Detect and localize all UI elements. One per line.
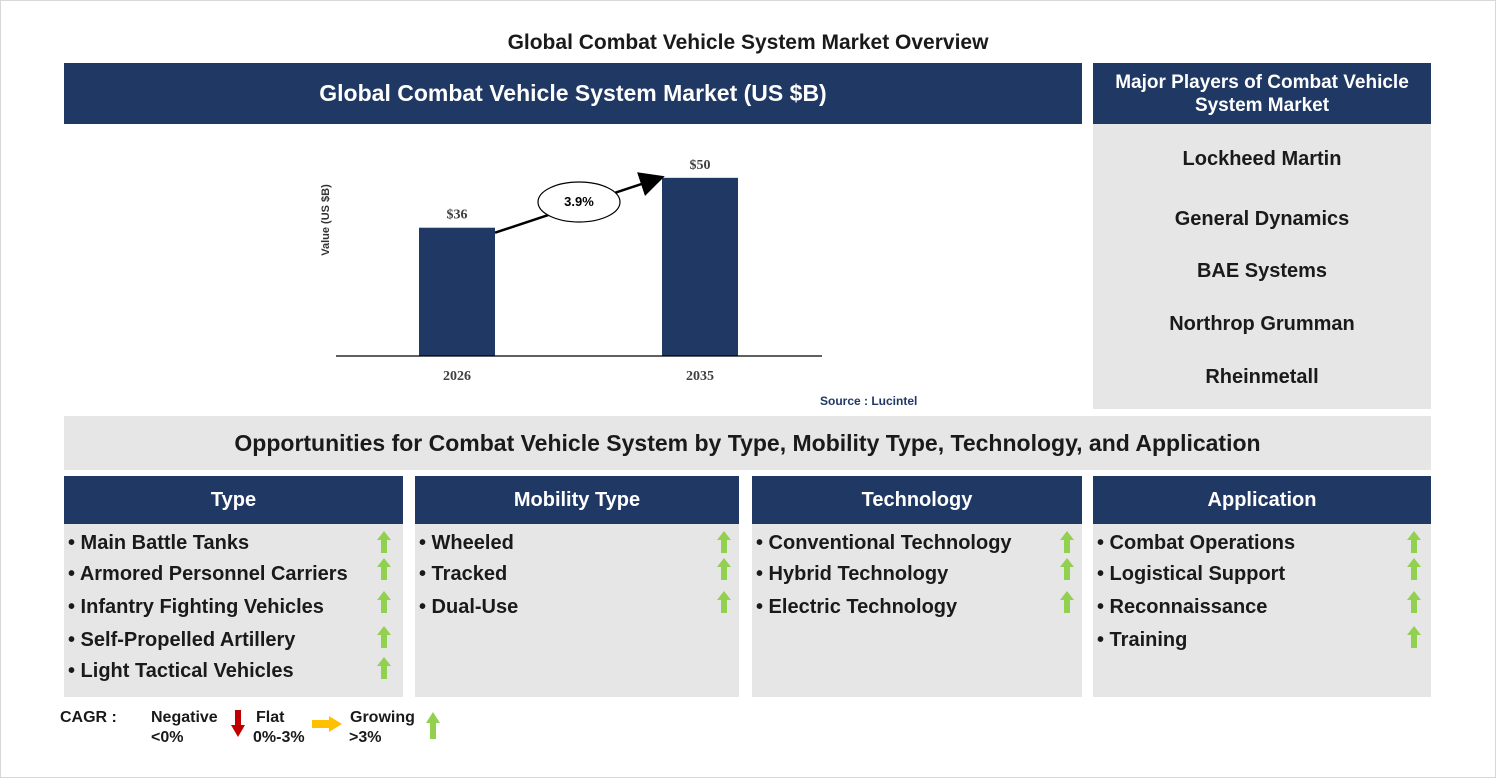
technology-header: Technology (752, 476, 1082, 524)
market-bar-chart: Value (US $B) $36 2026 $50 2035 3.9% (320, 158, 822, 384)
application-item: • Training (1097, 629, 1188, 651)
x-tick-label: 2026 (443, 369, 471, 384)
chart-header: Global Combat Vehicle System Market (US … (64, 63, 1082, 124)
application-item: • Reconnaissance (1097, 596, 1268, 618)
growth-up-arrow-icon (1060, 558, 1074, 580)
mobility-type-item: • Wheeled (419, 532, 514, 554)
type-item: • Armored Personnel Carriers (68, 563, 348, 585)
players-header: Major Players of Combat Vehicle System M… (1093, 63, 1431, 124)
application-item: • Logistical Support (1097, 563, 1286, 585)
growth-up-arrow-icon (377, 591, 391, 613)
cagr-label: 3.9% (564, 194, 594, 209)
source-note: Source : Lucintel (820, 394, 918, 408)
bars-group: $36 2026 $50 2035 (419, 158, 738, 384)
growth-up-arrow-icon (1407, 558, 1421, 580)
player-name: Rheinmetall (1205, 366, 1319, 388)
growth-up-arrow-icon (1060, 591, 1074, 613)
technology-panel: • Conventional Technology • Hybrid Techn… (752, 524, 1082, 697)
legend-growing-range: >3% (349, 729, 382, 746)
growth-up-arrow-icon (377, 657, 391, 679)
down-arrow-icon (231, 710, 245, 737)
legend-flat-range: 0%-3% (253, 729, 305, 746)
growth-up-arrow-icon (377, 558, 391, 580)
bar-value-label: $50 (690, 158, 711, 173)
growth-up-arrow-icon (377, 531, 391, 553)
type-item: • Infantry Fighting Vehicles (68, 596, 324, 618)
cagr-bubble (537, 181, 621, 223)
growth-up-arrow-icon (1060, 531, 1074, 553)
type-panel: • Main Battle Tanks • Armored Personnel … (64, 524, 403, 697)
opportunities-banner: Opportunities for Combat Vehicle System … (64, 416, 1431, 470)
bar-2035 (662, 177, 738, 356)
growth-up-arrow-icon (717, 531, 731, 553)
x-tick-label: 2035 (686, 369, 714, 384)
application-header: Application (1093, 476, 1431, 524)
technology-item: • Hybrid Technology (756, 563, 949, 585)
y-axis-label: Value (US $B) (320, 184, 332, 256)
technology-item: • Conventional Technology (756, 532, 1012, 554)
growth-up-arrow-icon (1407, 591, 1421, 613)
player-name: Lockheed Martin (1182, 148, 1342, 170)
players-panel: Lockheed Martin General Dynamics BAE Sys… (1093, 124, 1431, 409)
page-title: Global Combat Vehicle System Market Over… (507, 31, 989, 54)
player-name: BAE Systems (1196, 260, 1328, 282)
player-name: Northrop Grumman (1169, 313, 1355, 335)
bar-value-label: $36 (447, 208, 468, 223)
mobility-type-panel: • Wheeled • Tracked • Dual-Use (415, 524, 739, 697)
up-arrow-icon (426, 712, 440, 739)
legend-cagr-label: CAGR : (60, 709, 117, 726)
technology-item: • Electric Technology (756, 596, 958, 618)
growth-up-arrow-icon (377, 626, 391, 648)
application-panel: • Combat Operations • Logistical Support… (1093, 524, 1431, 697)
growth-up-arrow-icon (717, 591, 731, 613)
growth-up-arrow-icon (717, 558, 731, 580)
mobility-type-item: • Dual-Use (419, 596, 519, 618)
type-item: • Self-Propelled Artillery (68, 629, 296, 651)
legend-negative-range: <0% (151, 729, 184, 746)
player-name: General Dynamics (1174, 208, 1350, 230)
mobility-type-item: • Tracked (419, 563, 508, 585)
growth-up-arrow-icon (1407, 626, 1421, 648)
bar-2026 (419, 227, 495, 356)
legend-flat-label: Flat (256, 709, 285, 726)
type-item: • Light Tactical Vehicles (68, 660, 294, 682)
application-item: • Combat Operations (1097, 532, 1296, 554)
legend-negative-label: Negative (151, 709, 218, 726)
legend-growing-label: Growing (350, 709, 415, 726)
type-header: Type (64, 476, 403, 524)
mobility-type-header: Mobility Type (415, 476, 739, 524)
type-item: • Main Battle Tanks (68, 532, 250, 554)
growth-up-arrow-icon (1407, 531, 1421, 553)
right-arrow-icon (312, 716, 342, 732)
